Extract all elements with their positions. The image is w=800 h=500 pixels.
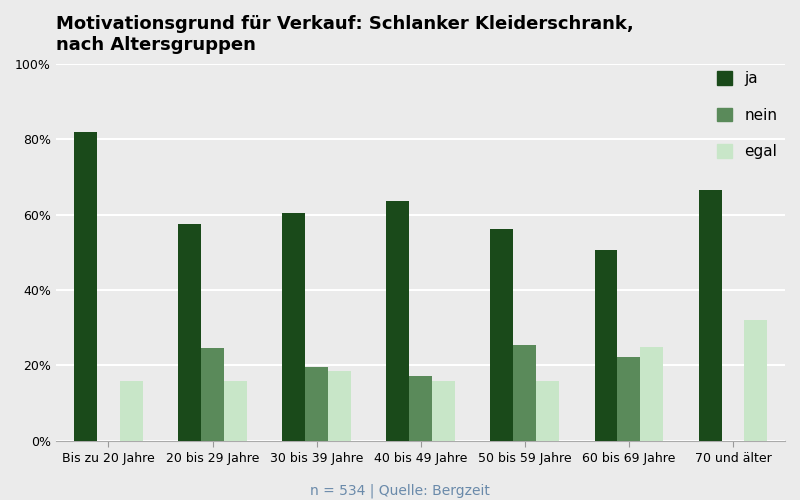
Bar — [120, 380, 143, 441]
Bar — [305, 368, 328, 441]
Bar — [282, 212, 305, 441]
Bar — [178, 224, 201, 441]
Bar — [328, 371, 351, 441]
Legend: ja, nein, egal: ja, nein, egal — [717, 72, 778, 160]
Bar — [410, 376, 432, 441]
Bar — [490, 228, 514, 441]
Text: Motivationsgrund für Verkauf: Schlanker Kleiderschrank,
nach Altersgruppen: Motivationsgrund für Verkauf: Schlanker … — [57, 15, 634, 54]
Bar — [201, 348, 224, 441]
Bar — [698, 190, 722, 441]
Text: n = 534 | Quelle: Bergzeit: n = 534 | Quelle: Bergzeit — [310, 484, 490, 498]
Bar — [640, 346, 663, 441]
Bar — [386, 202, 410, 441]
Bar — [745, 320, 767, 441]
Bar — [74, 132, 97, 441]
Bar — [432, 380, 455, 441]
Bar — [224, 380, 247, 441]
Bar — [618, 357, 640, 441]
Bar — [594, 250, 618, 441]
Bar — [514, 344, 536, 441]
Bar — [536, 380, 559, 441]
